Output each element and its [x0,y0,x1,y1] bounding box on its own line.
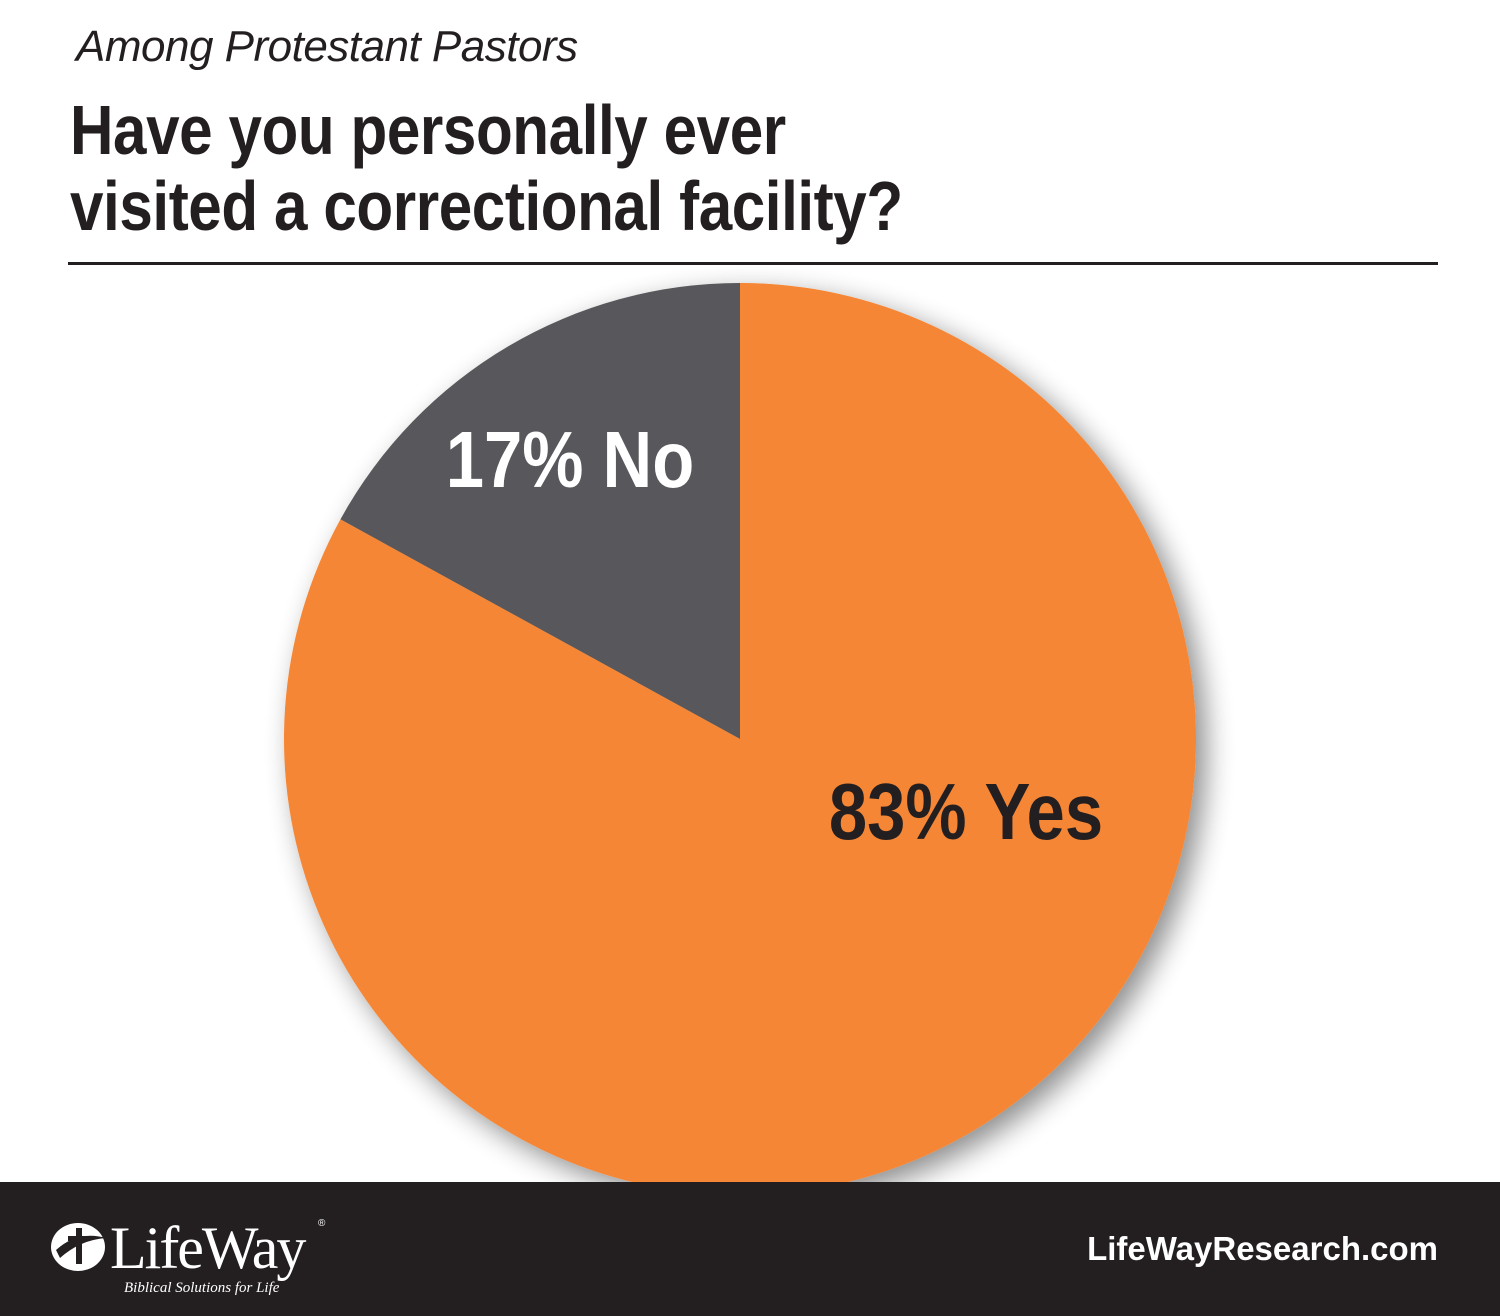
pie-label-yes: 83% Yes [829,766,1103,856]
footer-bar: LifeWay ® Biblical Solutions for Life Li… [0,1182,1500,1316]
lifeway-cross-icon [51,1223,106,1271]
lifeway-logo: LifeWay ® Biblical Solutions for Life [50,1208,350,1298]
chart-title-line-1: Have you personally ever [70,91,786,169]
pie-slice-no [340,283,740,739]
chart-title-line-2: visited a correctional facility? [70,167,903,245]
lifeway-wordmark: LifeWay [110,1215,306,1281]
chart-title: Have you personally ever visited a corre… [70,92,1257,244]
pie-slice-yes [283,283,1196,1195]
lifeway-tagline: Biblical Solutions for Life [124,1280,280,1296]
pie-label-no: 17% No [446,414,695,504]
registered-mark: ® [318,1218,326,1229]
footer-url[interactable]: LifeWayResearch.com [1087,1230,1438,1267]
title-divider [68,262,1438,265]
chart-subtitle: Among Protestant Pastors [76,22,578,71]
